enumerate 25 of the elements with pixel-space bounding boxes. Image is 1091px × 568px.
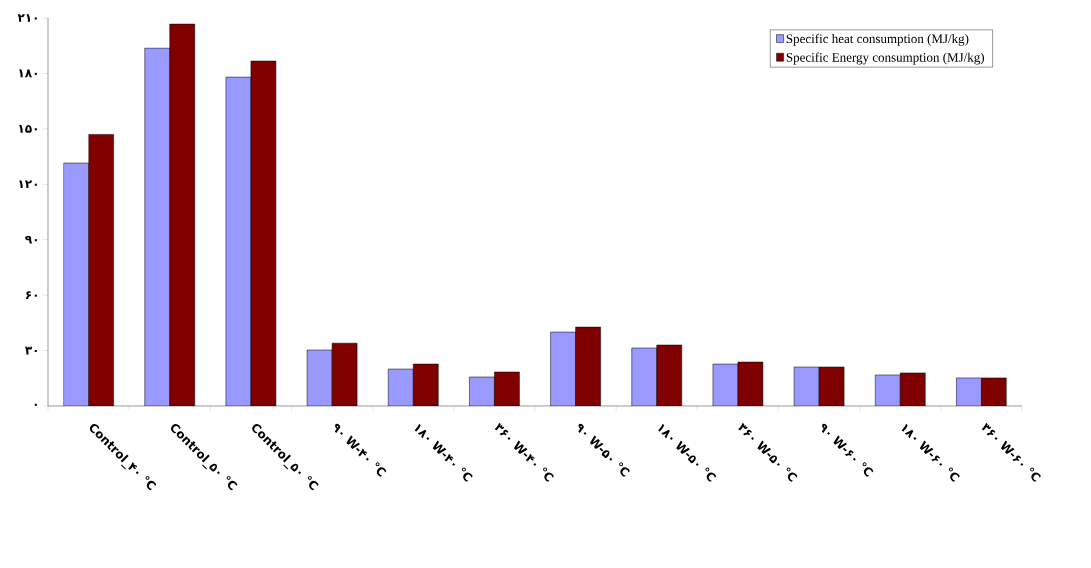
y-tick-label: ۳۰: [24, 346, 37, 355]
y-tick-label: ۹۰: [25, 235, 37, 244]
bar: [144, 48, 170, 406]
bar: [656, 345, 682, 406]
bar: [225, 77, 251, 406]
bar: [900, 372, 926, 406]
y-tick-label: ۶۰: [25, 291, 37, 300]
bar: [631, 347, 657, 406]
bar: [875, 374, 901, 406]
bar: [63, 163, 89, 406]
bar: [550, 332, 576, 406]
y-tick-label: ۰: [34, 403, 37, 406]
y-tick-label: ۲۱۰: [17, 14, 37, 22]
bar: [575, 327, 601, 406]
bar: [388, 369, 414, 406]
bar: [413, 364, 439, 406]
bar: [494, 372, 520, 406]
bar: [88, 134, 114, 406]
bar: [169, 24, 195, 406]
y-tick-label: ۱۲۰: [19, 180, 37, 189]
y-tick-label: ۱۸۰: [19, 69, 37, 78]
legend-label: Specific heat consumption (MJ/kg): [786, 33, 969, 46]
y-tick-label: ۱۵۰: [19, 124, 37, 133]
legend-label: Specific Energy consumption (MJ/kg): [786, 52, 985, 65]
bar: [250, 61, 276, 406]
